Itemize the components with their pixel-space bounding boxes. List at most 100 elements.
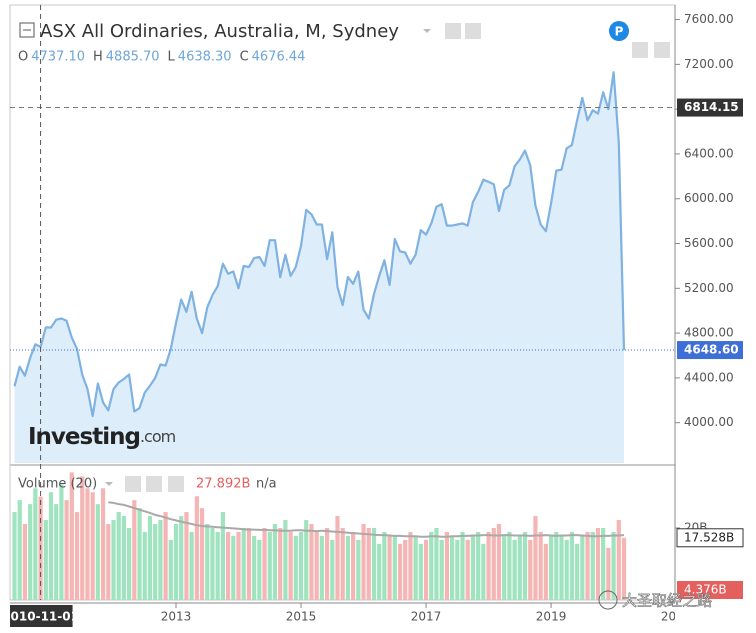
overlay: ASX All Ordinaries, Australia, M, Sydney…	[18, 21, 712, 610]
volume-bar	[512, 539, 517, 600]
volume-bar	[345, 535, 351, 600]
volume-bar	[28, 504, 33, 600]
volume-bar	[278, 527, 283, 600]
volume-bar	[528, 539, 533, 600]
volume-menu[interactable]	[105, 482, 113, 486]
volume-bar	[33, 488, 38, 600]
volume-bar	[22, 523, 28, 600]
x-tick-label: 2013	[161, 610, 192, 624]
volume-bar	[158, 520, 163, 600]
arrow-button[interactable]	[632, 42, 648, 58]
volume-bar	[496, 523, 502, 600]
volume-bar	[215, 531, 220, 600]
volume-bar	[226, 531, 231, 600]
volume-bar	[147, 516, 153, 600]
price-pane	[10, 71, 675, 463]
title-menu[interactable]	[423, 29, 431, 33]
volume-bar	[246, 527, 252, 600]
volume-bar	[231, 535, 236, 600]
volume-bar	[298, 531, 304, 600]
price-line	[13, 71, 626, 418]
volume-bar	[90, 492, 95, 600]
remove-button[interactable]	[168, 476, 184, 492]
badge-label: P	[615, 25, 624, 39]
volume-last-label: 17.528B	[684, 530, 734, 544]
volume-value: 27.892B	[196, 477, 250, 492]
ohlc-value: 4638.30	[178, 50, 232, 65]
collapse-button[interactable]	[19, 22, 35, 38]
crosshair-price-label: 6814.15	[684, 100, 739, 114]
volume-bar	[304, 520, 309, 600]
volume-bar	[377, 543, 382, 600]
volume-bar	[267, 531, 272, 600]
visibility-button[interactable]	[125, 476, 141, 492]
price-area	[14, 72, 624, 463]
ohlc-value: 4885.70	[106, 50, 160, 65]
volume-bar	[611, 531, 616, 600]
volume-bar	[621, 537, 627, 600]
ohlc-value: 4676.44	[252, 50, 306, 65]
volume-ma-line	[108, 501, 625, 538]
ohlc-key: L	[168, 50, 176, 65]
volume-bar	[423, 539, 429, 600]
volume-bar	[69, 472, 74, 600]
volume-bar	[220, 512, 225, 600]
volume-bar	[199, 508, 205, 600]
y-tick-label: 7600.00	[684, 12, 734, 26]
volume-crosshair-label: 4.376B	[684, 583, 727, 597]
x-tick-label: 2015	[286, 610, 317, 624]
chart-title: ASX All Ordinaries, Australia, M, Sydney	[40, 21, 399, 42]
volume-bar	[54, 504, 59, 600]
volume-bar	[559, 535, 564, 600]
volume-bar	[142, 531, 147, 600]
volume-bar	[74, 512, 80, 600]
arrow-button[interactable]	[654, 42, 670, 58]
ohlc-key: H	[93, 50, 103, 65]
volume-bar	[554, 531, 559, 600]
volume-bar	[439, 539, 444, 600]
volume-bar	[80, 476, 85, 600]
volume-bar	[163, 512, 168, 600]
volume-bar	[356, 539, 361, 600]
volume-bar	[601, 527, 606, 600]
volume-bar	[236, 531, 241, 600]
volume-bar	[361, 523, 366, 600]
badge[interactable]	[609, 21, 629, 41]
volume-bar	[434, 527, 439, 600]
y-tick-label: 4000.00	[684, 415, 734, 429]
volume-bar	[543, 543, 548, 600]
volume-bar	[194, 496, 199, 600]
volume-bar	[184, 512, 189, 600]
settings-button[interactable]	[146, 476, 162, 492]
logo-name: Investing	[28, 424, 140, 450]
volume-bar	[408, 531, 413, 600]
volume-bar	[590, 531, 595, 600]
logo: Investing.com	[28, 424, 176, 450]
y-tick-label: 5200.00	[684, 281, 734, 295]
volume-pane	[12, 472, 627, 600]
volume-bar	[106, 523, 111, 600]
y-tick-label: 4800.00	[684, 326, 734, 340]
x-tick-label: 2017	[411, 610, 442, 624]
settings-button[interactable]	[465, 23, 481, 39]
volume-bar	[502, 535, 507, 600]
volume-bar	[121, 516, 127, 600]
volume-bar	[132, 500, 137, 600]
volume-bar	[371, 527, 377, 600]
volume-bar	[205, 523, 210, 600]
volume-label: Volume (20)	[18, 477, 97, 492]
volume-bar	[330, 539, 335, 600]
volume-bar	[168, 539, 173, 600]
visibility-button[interactable]	[445, 23, 461, 39]
volume-bar	[100, 488, 106, 600]
volume-bar	[418, 543, 423, 600]
axes: 4000.00 4400.00 4800.00 5200.00 5600.00 6000.…	[10, 5, 744, 604]
watermark: 大圣取经之路	[622, 592, 712, 610]
volume-bar	[314, 531, 319, 600]
volume-bar	[351, 531, 356, 600]
volume-crosshair-box	[677, 581, 743, 600]
volume-bar	[340, 527, 345, 600]
volume-bar	[48, 492, 54, 600]
y-tick-label: 6000.00	[684, 191, 734, 205]
last-price-label: 4648.60	[684, 343, 739, 357]
